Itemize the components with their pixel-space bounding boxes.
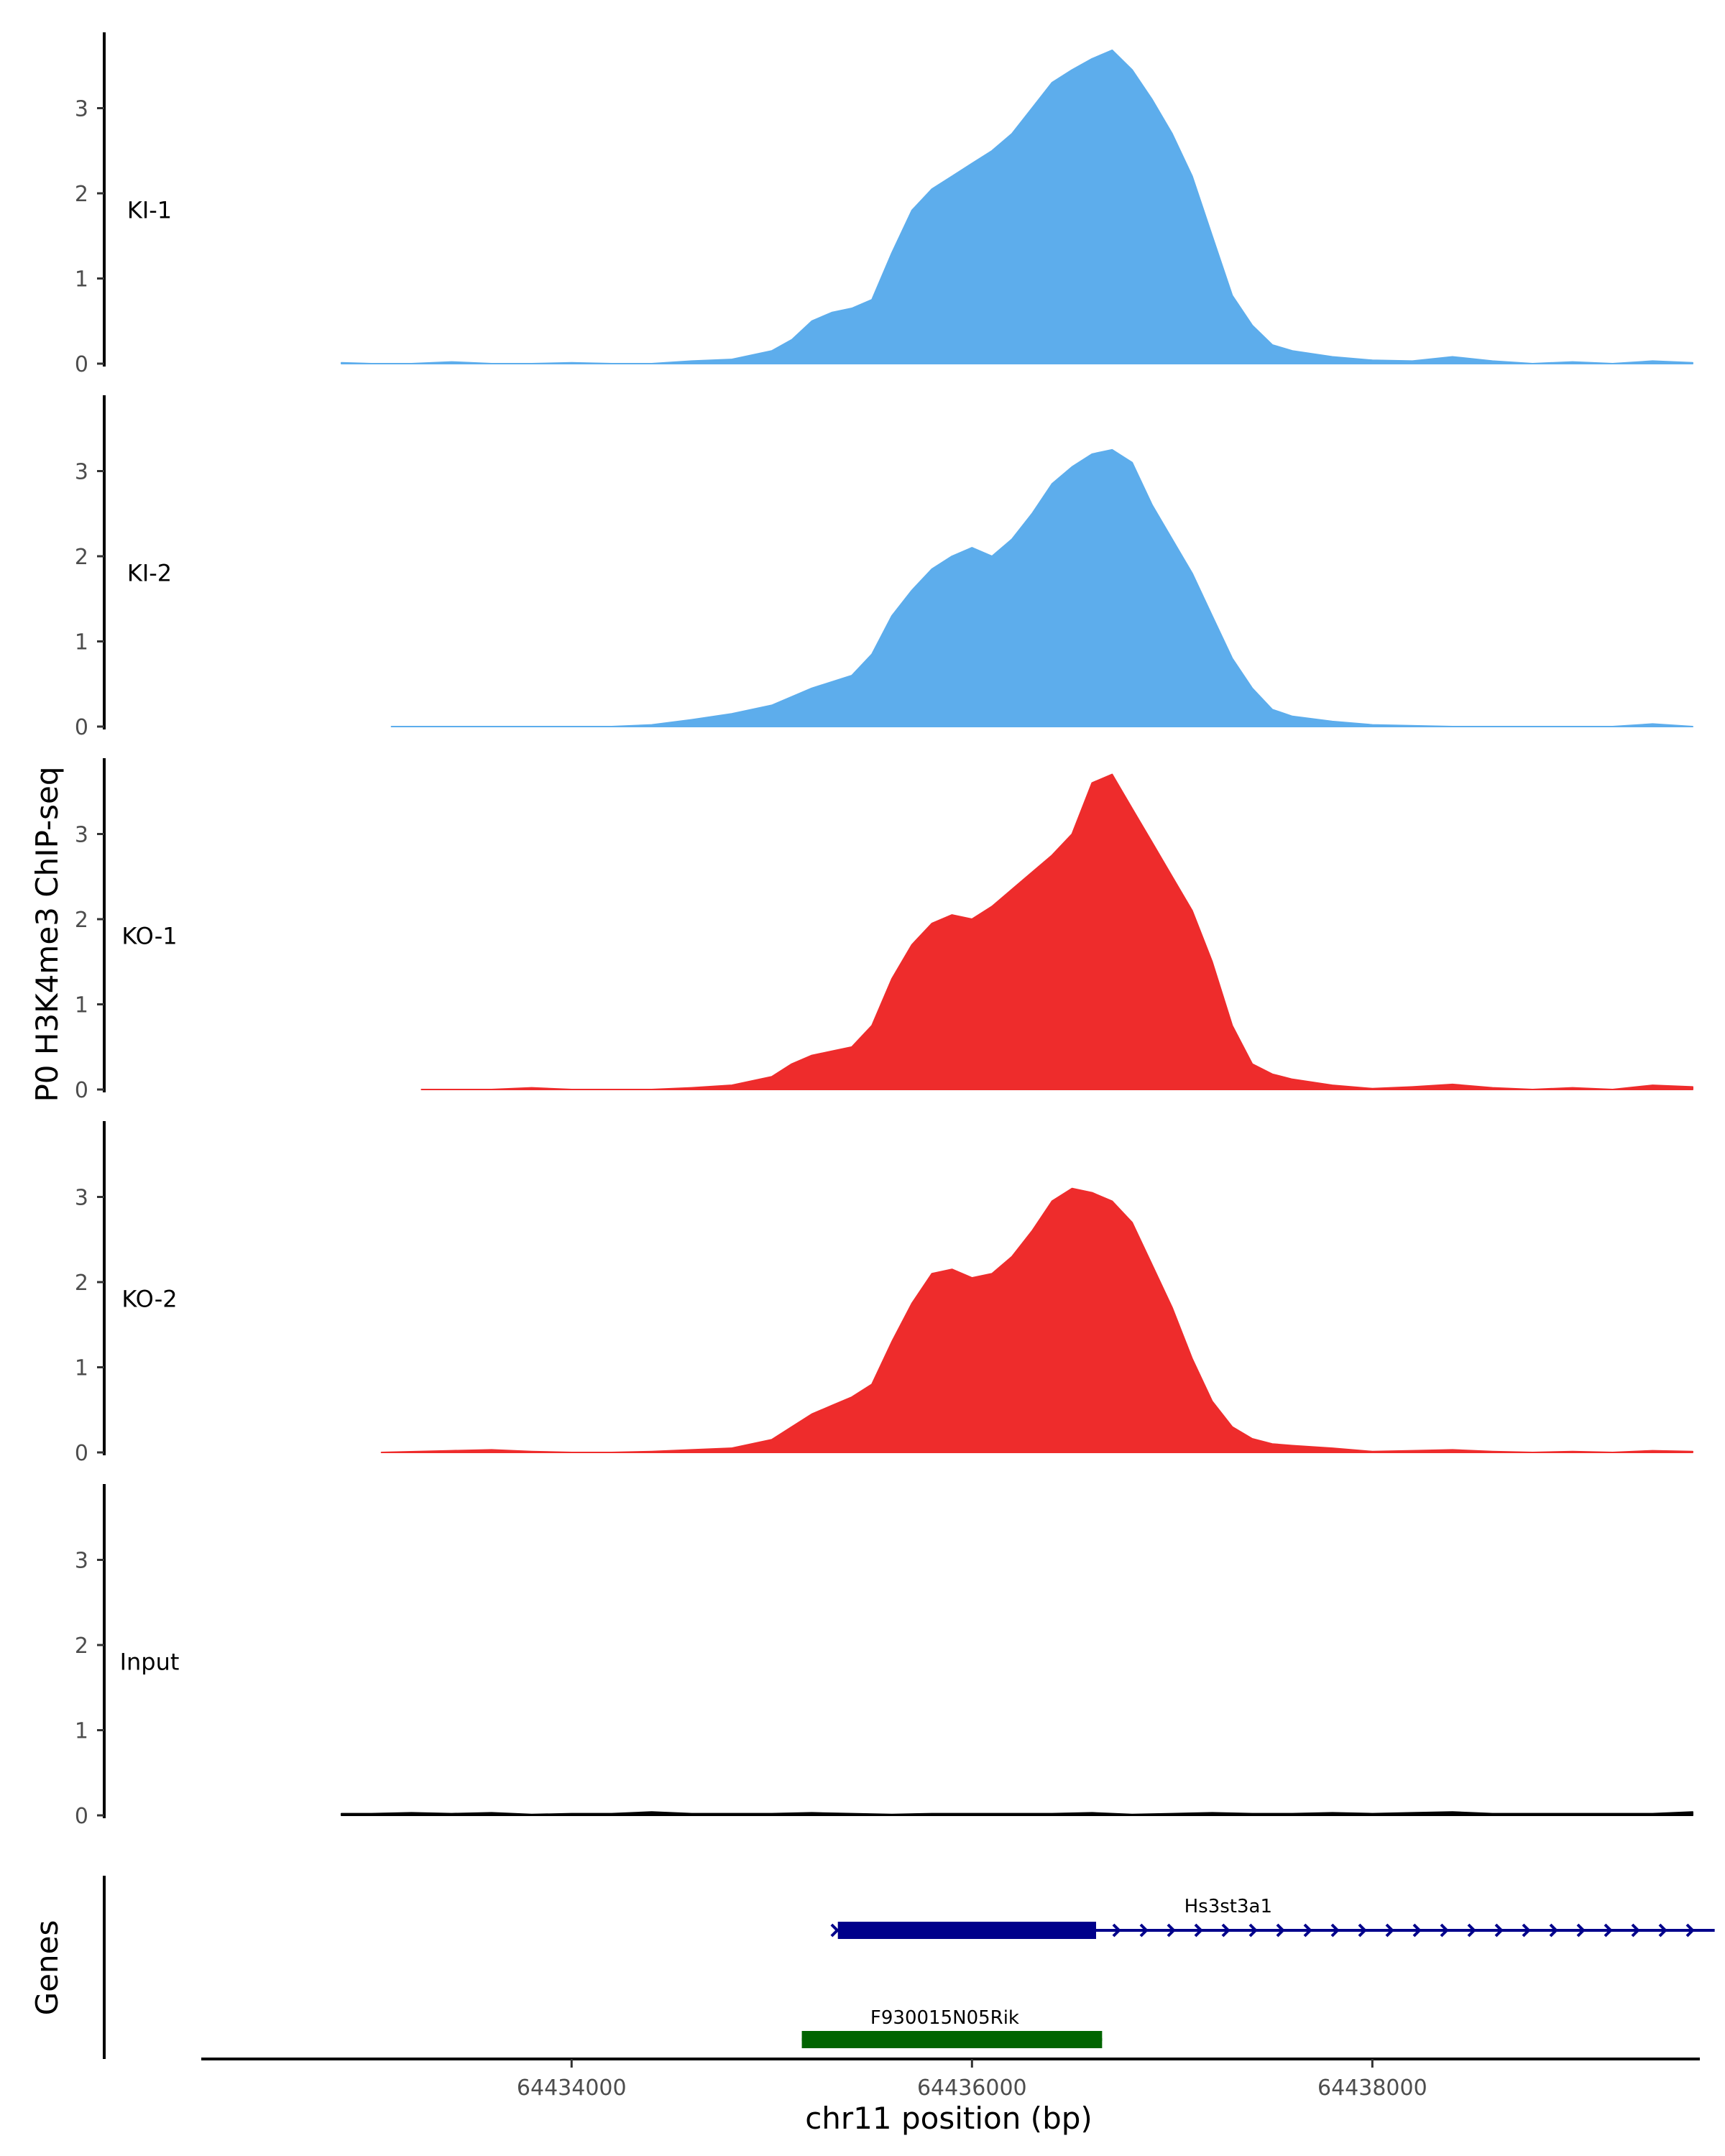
coverage-area [420,773,1693,1090]
gene-hs3st3a1: Hs3st3a1 [830,1896,1715,1939]
y-tick-label: 1 [75,1356,88,1381]
track-label: KO-1 [121,923,177,950]
track-input: 0 1 2 3 Input [75,1484,1693,1829]
y-tick-label: 1 [75,267,88,292]
y-tick-label: 0 [75,715,88,740]
coverage-area [390,448,1693,727]
x-tick-label: 64434000 [517,2076,627,2101]
y-tick-label: 1 [75,993,88,1018]
strand-chevron [1412,1923,1422,1938]
y-tick-label: 2 [75,182,88,207]
y-tick-label: 0 [75,352,88,377]
coverage-area [380,1187,1693,1453]
track-label: KI-1 [127,197,172,224]
strand-chevron [1303,1923,1312,1938]
gene-f930015n05rik: F930015N05Rik [801,2007,1103,2048]
strand-chevron [1631,1923,1640,1938]
strand-chevron [1576,1923,1586,1938]
strand-chevron [1549,1923,1558,1938]
y-tick-label: 3 [75,1186,88,1211]
strand-chevron [1248,1923,1258,1938]
track-ki-2: 0 1 2 3 KI-2 [75,395,1693,740]
gene-label: Hs3st3a1 [1184,1896,1272,1917]
coverage-tracks: 0 1 2 3 KI-1 0 1 2 3 KI-2 0 1 2 3 KO-1 0 1 2 3 KO-2 0 1 2 3 Inpu… [75,32,1693,1829]
y-tick-label: 0 [75,1441,88,1466]
track-ko-1: 0 1 2 3 KO-1 [75,758,1693,1103]
x-tick-label: 64436000 [917,2076,1027,2101]
strand-chevron [830,1923,840,1938]
gene-label: F930015N05Rik [870,2007,1019,2029]
track-ko-2: 0 1 2 3 KO-2 [75,1121,1693,1466]
genes-axis-title: Genes [29,1920,65,2016]
y-tick-label: 1 [75,1719,88,1744]
strand-chevron [1112,1923,1121,1938]
strand-chevron [1358,1923,1367,1938]
y-tick-label: 2 [75,908,88,933]
strand-chevron [1467,1923,1476,1938]
x-tick-label: 64438000 [1317,2076,1427,2101]
coverage-area [341,49,1693,364]
gene-exon [837,1922,1096,1939]
strand-chevron [1276,1923,1285,1938]
y-tick-label: 0 [75,1804,88,1829]
y-tick-label: 0 [75,1078,88,1103]
track-label: KO-2 [121,1286,177,1313]
y-tick-label: 1 [75,630,88,655]
gene-annotation-panel: Hs3st3a1 F930015N05Rik [103,1876,1715,2059]
y-tick-label: 2 [75,1634,88,1659]
coverage-area [341,1811,1693,1816]
gene-exon [801,2031,1103,2048]
strand-chevron [1494,1923,1504,1938]
y-tick-label: 3 [75,97,88,122]
strand-chevron [1330,1923,1340,1938]
strand-chevron [1167,1923,1176,1938]
x-axis-title: chr11 position (bp) [805,2101,1092,2136]
x-axis: 64434000 64436000 64438000 [201,2058,1700,2101]
y-tick-label: 3 [75,1549,88,1574]
track-label: Input [120,1649,180,1676]
y-tick-label: 3 [75,460,88,485]
strand-chevron [1685,1923,1695,1938]
strand-chevron [1604,1923,1613,1938]
strand-chevron [1194,1923,1203,1938]
track-ki-1: 0 1 2 3 KI-1 [75,32,1693,377]
strand-chevron [1221,1923,1230,1938]
strand-chevron [1658,1923,1668,1938]
strand-chevron [1139,1923,1149,1938]
strand-chevron [1440,1923,1449,1938]
track-label: KI-2 [127,560,172,587]
strand-chevron [1522,1923,1531,1938]
y-tick-label: 2 [75,1271,88,1296]
strand-chevron [1385,1923,1394,1938]
y-axis-title: P0 H3K4me3 ChIP-seq [29,766,65,1102]
y-tick-label: 2 [75,545,88,570]
y-tick-label: 3 [75,823,88,848]
